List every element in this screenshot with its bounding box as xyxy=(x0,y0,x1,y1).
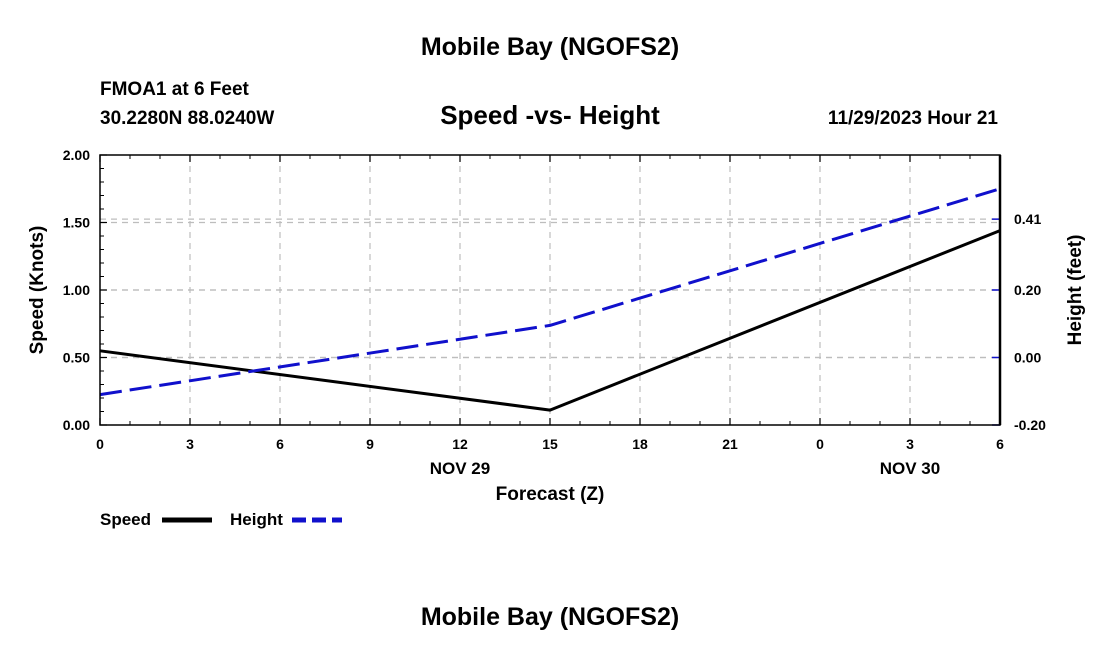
x-tick-label: 15 xyxy=(542,436,558,452)
legend-height-label: Height xyxy=(230,510,283,529)
footer-title: Mobile Bay (NGOFS2) xyxy=(421,603,679,631)
axis-ticks: 0 3 6 9 12 15 18 21 0 3 6 NOV 29 NOV 30 0.00 0.50 1.00 1… xyxy=(63,147,1046,478)
series-height-line xyxy=(99,187,1001,397)
x-axis-label: Forecast (Z) xyxy=(496,484,605,505)
page-title: Mobile Bay (NGOFS2) xyxy=(421,33,679,61)
station-name-depth: FMOA1 at 6 Feet xyxy=(100,79,250,100)
station-coords: 30.2280N 88.0240W xyxy=(100,108,274,129)
day-label: NOV 30 xyxy=(880,459,940,478)
y2-tick-label: 0.41 xyxy=(1014,211,1041,227)
y2-tick-label: 0.20 xyxy=(1014,282,1041,298)
forecast-datetime: 11/29/2023 Hour 21 xyxy=(828,108,998,129)
y-tick-label: 1.00 xyxy=(63,282,90,298)
y-tick-label: 1.50 xyxy=(63,215,90,231)
grid-lines xyxy=(100,155,1000,425)
x-tick-label: 3 xyxy=(906,436,914,452)
x-tick-label: 3 xyxy=(186,436,194,452)
y2-tick-label: -0.20 xyxy=(1014,417,1046,433)
day-label: NOV 29 xyxy=(430,459,490,478)
y2-tick-label: 0.00 xyxy=(1014,350,1041,366)
y-tick-label: 0.50 xyxy=(63,350,90,366)
x-tick-label: 12 xyxy=(452,436,468,452)
x-tick-label: 0 xyxy=(816,436,824,452)
y2-axis-label: Height (feet) xyxy=(1065,235,1086,346)
y-axis-label: Speed (Knots) xyxy=(27,226,48,355)
x-tick-label: 6 xyxy=(276,436,284,452)
chart-title: Speed -vs- Height xyxy=(440,100,660,130)
data-series xyxy=(99,187,1001,412)
x-tick-label: 0 xyxy=(96,436,104,452)
legend-speed-label: Speed xyxy=(100,510,151,529)
x-tick-label: 18 xyxy=(632,436,648,452)
y-tick-label: 0.00 xyxy=(63,417,90,433)
x-tick-label: 21 xyxy=(722,436,738,452)
x-tick-label: 9 xyxy=(366,436,374,452)
legend: Speed Height xyxy=(100,510,342,529)
y-tick-label: 2.00 xyxy=(63,147,90,163)
x-tick-label: 6 xyxy=(996,436,1004,452)
